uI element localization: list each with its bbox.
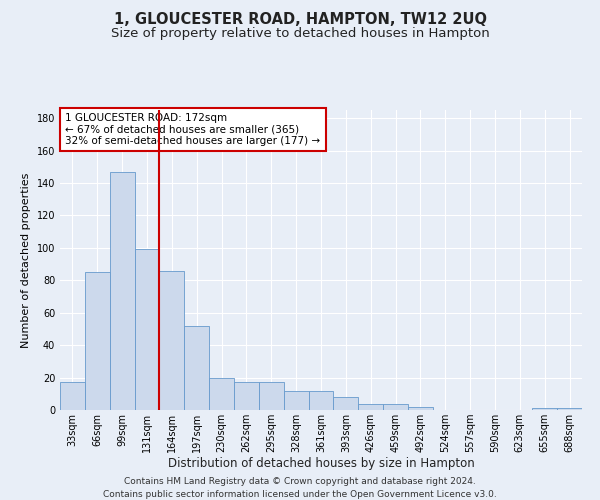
Bar: [134, 250, 160, 410]
Text: Contains public sector information licensed under the Open Government Licence v3: Contains public sector information licen…: [103, 490, 497, 499]
Text: 1, GLOUCESTER ROAD, HAMPTON, TW12 2UQ: 1, GLOUCESTER ROAD, HAMPTON, TW12 2UQ: [113, 12, 487, 28]
Bar: [259, 382, 284, 410]
Bar: [60, 382, 85, 410]
Bar: [184, 326, 209, 410]
Bar: [358, 404, 383, 410]
Text: Distribution of detached houses by size in Hampton: Distribution of detached houses by size …: [167, 458, 475, 470]
Text: 1 GLOUCESTER ROAD: 172sqm
← 67% of detached houses are smaller (365)
32% of semi: 1 GLOUCESTER ROAD: 172sqm ← 67% of detac…: [65, 113, 320, 146]
Bar: [209, 378, 234, 410]
Bar: [532, 408, 557, 410]
Bar: [557, 408, 582, 410]
Y-axis label: Number of detached properties: Number of detached properties: [21, 172, 31, 348]
Text: Size of property relative to detached houses in Hampton: Size of property relative to detached ho…: [110, 28, 490, 40]
Text: Contains HM Land Registry data © Crown copyright and database right 2024.: Contains HM Land Registry data © Crown c…: [124, 478, 476, 486]
Bar: [160, 270, 184, 410]
Bar: [234, 382, 259, 410]
Bar: [383, 404, 408, 410]
Bar: [85, 272, 110, 410]
Bar: [408, 407, 433, 410]
Bar: [284, 390, 308, 410]
Bar: [110, 172, 134, 410]
Bar: [334, 397, 358, 410]
Bar: [308, 390, 334, 410]
